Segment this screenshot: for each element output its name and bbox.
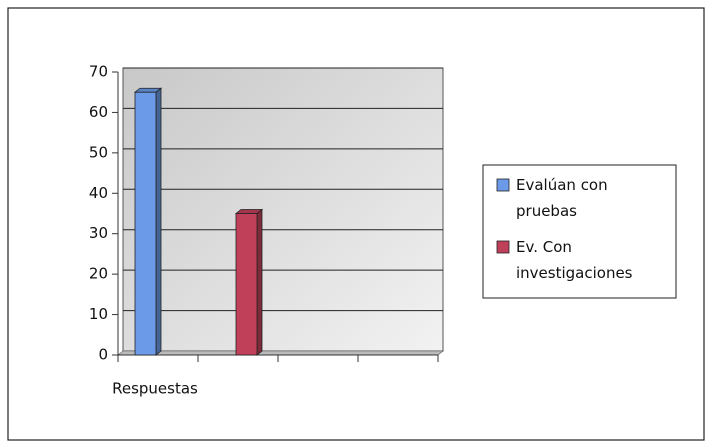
y-tick-label: 10 — [89, 305, 108, 323]
y-tick-label: 30 — [89, 224, 108, 242]
legend-label: Ev. Con investigaciones — [516, 238, 633, 282]
legend-swatch — [496, 240, 510, 254]
bar — [134, 91, 157, 356]
plot-floor — [117, 350, 444, 356]
x-tick-label: Respuestas — [112, 380, 198, 398]
legend-swatch — [496, 178, 510, 192]
bar-side — [256, 208, 263, 356]
legend — [482, 164, 677, 299]
plot-wall — [122, 67, 444, 352]
y-tick-label: 50 — [89, 143, 108, 161]
legend-label: Evalúan con pruebas — [516, 176, 608, 220]
bar — [235, 213, 258, 356]
y-tick-label: 40 — [89, 184, 108, 202]
bar-top — [234, 209, 264, 214]
y-tick-label: 60 — [89, 103, 108, 121]
x-axis-ticks — [117, 355, 439, 362]
bar-top — [133, 87, 163, 93]
y-tick-label: 0 — [98, 346, 108, 364]
y-tick-label: 70 — [89, 63, 108, 81]
bar-side — [155, 87, 162, 356]
y-tick-label: 20 — [89, 265, 108, 283]
